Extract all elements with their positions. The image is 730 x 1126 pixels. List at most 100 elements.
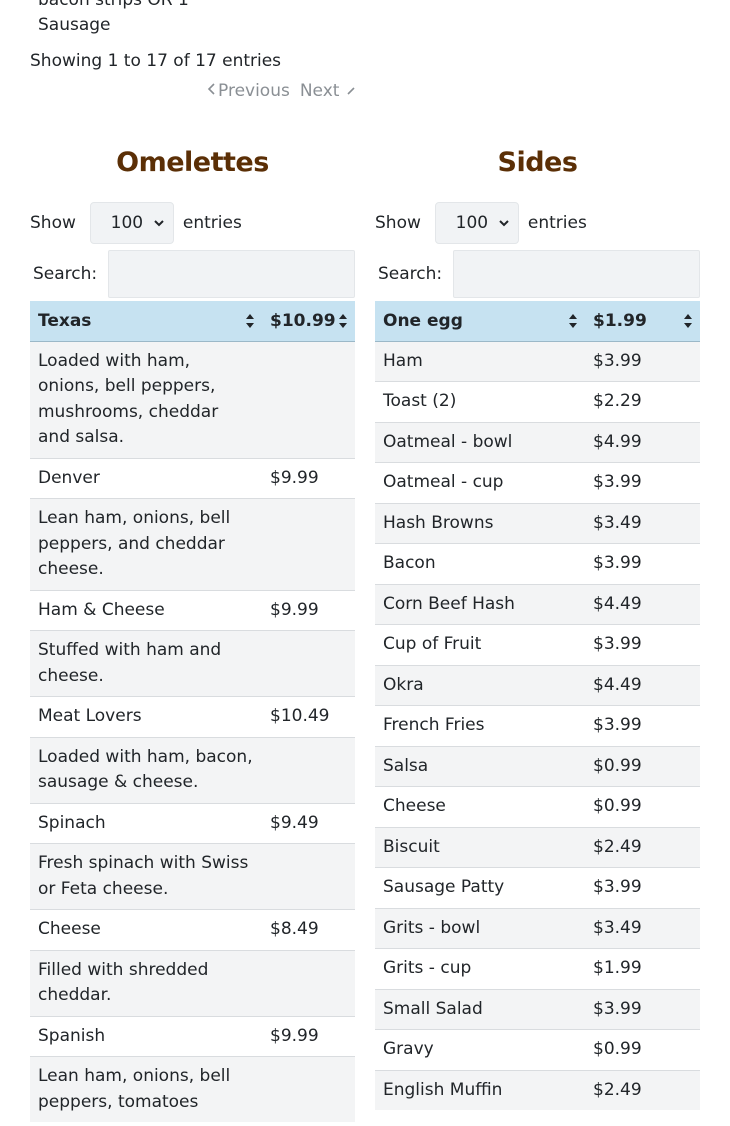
table-row: Toast (2) $2.29 xyxy=(375,381,700,422)
sides-search: Search: xyxy=(375,249,700,299)
price-cell: $9.49 xyxy=(262,802,355,844)
item-cell: Denver xyxy=(30,457,262,499)
sort-icon xyxy=(569,314,577,328)
next-button[interactable]: Next xyxy=(299,81,340,101)
omelettes-search: Search: xyxy=(30,249,355,299)
table-row: Spanish $9.99 xyxy=(30,1015,355,1057)
price-cell: $4.99 xyxy=(585,421,700,463)
sides-page-size-select[interactable]: 100 xyxy=(434,202,519,244)
price-cell: $3.99 xyxy=(585,462,700,503)
sides-title: Sides xyxy=(497,147,578,178)
price-cell: $3.49 xyxy=(585,907,700,949)
item-cell: Lean ham, onions, bell peppers, and ched… xyxy=(30,498,262,590)
sides-length-control: Show 100 entries xyxy=(375,201,700,245)
item-cell: Lean ham, onions, bell peppers, tomatoes xyxy=(30,1056,262,1122)
page-size-value: 100 xyxy=(455,213,489,233)
omelettes-table: Texas $10.99 Loaded with ham, onions, be… xyxy=(30,301,355,1122)
item-cell: Salsa xyxy=(375,745,585,787)
price-cell: $9.99 xyxy=(262,1015,355,1057)
column-header[interactable]: $10.99 xyxy=(262,301,355,342)
table-row: Meat Lovers $10.49 xyxy=(30,696,355,737)
header-label: One egg xyxy=(383,310,463,331)
sort-icon xyxy=(246,314,254,328)
chevron-down-icon xyxy=(154,220,164,227)
price-cell: $9.99 xyxy=(262,589,355,631)
entries-label: entries xyxy=(527,213,587,233)
price-cell: $4.49 xyxy=(585,583,700,625)
previous-table-cell: bacon strips OR 1 Sausage xyxy=(38,0,258,38)
price-cell: $3.99 xyxy=(585,705,700,746)
pagination: Previous Next xyxy=(206,80,357,102)
table-row: Small Salad $3.99 xyxy=(375,988,700,1030)
table-row: Grits - cup $1.99 xyxy=(375,948,700,989)
table-row: Sausage Patty $3.99 xyxy=(375,867,700,908)
item-cell: Ham xyxy=(375,340,585,382)
sides-section: Sides Show 100 entries Search: One egg $… xyxy=(375,145,700,1110)
table-row: Lean ham, onions, bell peppers, and ched… xyxy=(30,498,355,590)
search-label: Search: xyxy=(378,264,443,284)
item-cell: Sausage Patty xyxy=(375,867,585,908)
item-cell: Loaded with ham, onions, bell peppers, m… xyxy=(30,340,262,458)
table-row: Fresh spinach with Swiss or Feta cheese. xyxy=(30,843,355,910)
item-cell: Cheese xyxy=(30,909,262,950)
item-cell: French Fries xyxy=(375,705,585,746)
item-cell: Cup of Fruit xyxy=(375,624,585,665)
price-cell xyxy=(262,630,355,697)
cell-text-line: bacon strips OR 1 xyxy=(38,0,189,10)
item-cell: Stuffed with ham and cheese. xyxy=(30,630,262,697)
header-label: $1.99 xyxy=(593,310,647,331)
table-row: Salsa $0.99 xyxy=(375,745,700,787)
column-header[interactable]: $1.99 xyxy=(585,301,700,342)
chevron-right-icon xyxy=(345,80,357,102)
item-cell: Loaded with ham, bacon, sausage & cheese… xyxy=(30,736,262,803)
item-cell: Meat Lovers xyxy=(30,696,262,737)
item-cell: Oatmeal - cup xyxy=(375,462,585,503)
table-row: Corn Beef Hash $4.49 xyxy=(375,583,700,625)
chevron-down-icon xyxy=(499,220,509,227)
item-cell: Bacon xyxy=(375,543,585,584)
omelettes-section: Omelettes Show 100 entries Search: Texas… xyxy=(30,145,355,1122)
price-cell xyxy=(262,1056,355,1122)
price-cell: $8.49 xyxy=(262,909,355,950)
show-label: Show xyxy=(30,213,76,233)
column-header[interactable]: Texas xyxy=(30,301,262,342)
item-cell: Filled with shredded cheddar. xyxy=(30,949,262,1016)
column-header[interactable]: One egg xyxy=(375,301,585,342)
sides-table: One egg $1.99 Ham $3.99 Toast (2) $2.29 Oatm… xyxy=(375,301,700,1110)
table-row: French Fries $3.99 xyxy=(375,705,700,746)
table-row: Cheese $0.99 xyxy=(375,786,700,827)
item-cell: Fresh spinach with Swiss or Feta cheese. xyxy=(30,843,262,910)
table-row: Filled with shredded cheddar. xyxy=(30,949,355,1016)
price-cell: $0.99 xyxy=(585,1029,700,1070)
header-label: Texas xyxy=(38,310,92,331)
price-cell xyxy=(262,843,355,910)
item-cell: Spanish xyxy=(30,1015,262,1057)
omelettes-page-size-select[interactable]: 100 xyxy=(89,202,174,244)
item-cell: Corn Beef Hash xyxy=(375,583,585,625)
item-cell: Okra xyxy=(375,664,585,706)
sides-search-input[interactable] xyxy=(453,250,700,298)
table-row: Grits - bowl $3.49 xyxy=(375,907,700,949)
item-cell: Toast (2) xyxy=(375,381,585,422)
item-cell: Grits - bowl xyxy=(375,907,585,949)
table-info: Showing 1 to 17 of 17 entries xyxy=(30,51,282,71)
omelettes-search-input[interactable] xyxy=(108,250,355,298)
price-cell: $2.49 xyxy=(585,1069,700,1110)
price-cell: $0.99 xyxy=(585,745,700,787)
table-row: Ham & Cheese $9.99 xyxy=(30,589,355,631)
item-cell: Hash Browns xyxy=(375,502,585,544)
table-row: English Muffin $2.49 xyxy=(375,1069,700,1110)
item-cell: Spinach xyxy=(30,802,262,844)
omelettes-title: Omelettes xyxy=(116,147,269,178)
table-row: Bacon $3.99 xyxy=(375,543,700,584)
sort-icon xyxy=(684,314,692,328)
omelettes-length-control: Show 100 entries xyxy=(30,201,355,245)
page-size-value: 100 xyxy=(110,213,144,233)
price-cell: $9.99 xyxy=(262,457,355,499)
price-cell: $0.99 xyxy=(585,786,700,827)
previous-button[interactable]: Previous xyxy=(218,81,290,101)
entries-label: entries xyxy=(182,213,242,233)
table-row: Hash Browns $3.49 xyxy=(375,502,700,544)
item-cell: Cheese xyxy=(375,786,585,827)
sort-icon xyxy=(339,314,347,328)
